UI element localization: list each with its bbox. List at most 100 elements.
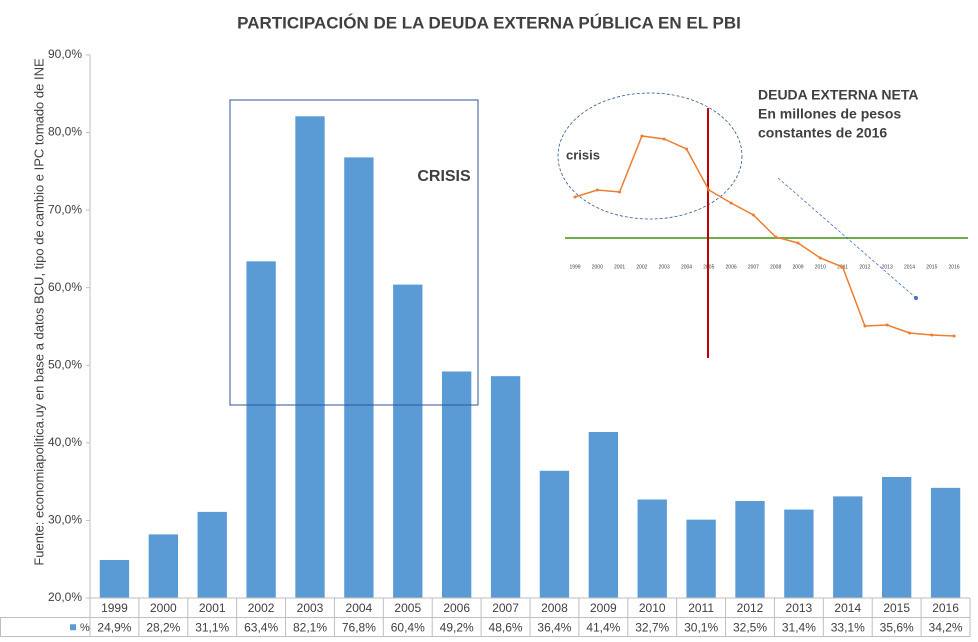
bar <box>686 519 716 598</box>
inset-x-tick-label: 2007 <box>748 264 759 270</box>
inset-title: constantes de 2016 <box>758 125 887 141</box>
value-label: 35,6% <box>880 620 914 634</box>
inset-x-tick-label: 1999 <box>569 264 580 270</box>
data-table: 1999 24,9% 2000 28,2% 2001 31,1% 2002 63,4% 2003… <box>0 597 971 637</box>
value-label: 60,4% <box>391 620 425 634</box>
inset-point <box>618 190 622 194</box>
inset-point <box>885 323 889 327</box>
inset-x-tick-label: 2008 <box>770 264 781 270</box>
y-tick-label: 60,0% <box>48 280 82 294</box>
inset-x-tick-label: 2001 <box>614 264 625 270</box>
inset-x-tick-label: 2005 <box>703 264 714 270</box>
inset-point <box>908 331 911 335</box>
inset-x-tick-label: 2009 <box>792 264 803 270</box>
y-tick-label: 30,0% <box>48 513 82 527</box>
bar <box>442 371 472 598</box>
value-label: 36,4% <box>537 620 571 634</box>
trend-line <box>777 177 917 299</box>
inset-point <box>751 213 755 217</box>
x-tick-label: 2010 <box>639 601 666 615</box>
bar <box>197 511 227 598</box>
inset-line <box>574 135 955 337</box>
bars <box>99 116 961 598</box>
inset-x-tick-label: 2004 <box>681 264 692 270</box>
crisis-box <box>229 99 479 406</box>
bar <box>882 476 912 598</box>
y-tick-label: 80,0% <box>48 125 82 139</box>
inset-x-tick-label: 2010 <box>815 264 826 270</box>
x-tick-label: 2014 <box>834 601 861 615</box>
value-label: 32,7% <box>635 620 669 634</box>
inset-x-tick-label: 2002 <box>636 264 647 270</box>
inset-point <box>707 188 711 192</box>
value-label: 24,9% <box>97 620 131 634</box>
inset-point <box>952 334 956 338</box>
bar <box>246 261 276 598</box>
x-tick-label: 2003 <box>297 601 324 615</box>
inset-x-tick-label: 2013 <box>882 264 893 270</box>
x-tick-label: 2013 <box>786 601 813 615</box>
inset-point <box>863 324 867 328</box>
inset-point <box>930 333 934 337</box>
x-tick-label: 2008 <box>541 601 568 615</box>
legend-label: % <box>80 622 90 634</box>
inset-point <box>841 265 845 269</box>
x-tick-label: 2001 <box>199 601 226 615</box>
annotation: CRISIS <box>417 168 471 185</box>
value-label: 31,4% <box>782 620 816 634</box>
inset-title: En millones de pesos <box>758 106 901 122</box>
bar <box>588 431 618 598</box>
inset-point <box>595 188 599 192</box>
x-tick-label: 2012 <box>737 601 764 615</box>
value-label: 32,5% <box>733 620 767 634</box>
value-label: 63,4% <box>244 620 278 634</box>
inset-point <box>729 201 733 205</box>
value-label: 28,2% <box>146 620 180 634</box>
x-tick-label: 2006 <box>443 601 470 615</box>
inset-point <box>818 256 822 260</box>
x-tick-label: 2009 <box>590 601 617 615</box>
y-tick-label: 70,0% <box>48 202 82 216</box>
bar <box>148 534 178 598</box>
value-label: 31,1% <box>195 620 229 634</box>
y-tick-label: 50,0% <box>48 357 82 371</box>
inset-annotation: crisis <box>566 147 600 162</box>
inset-x-tick-label: 2015 <box>926 264 937 270</box>
inset-point <box>662 137 666 141</box>
inset-x-tick-label: 2000 <box>592 264 603 270</box>
bar <box>344 157 374 598</box>
x-tick-label: 2000 <box>150 601 177 615</box>
inset-x-tick-label: 2016 <box>949 264 960 270</box>
bar <box>490 376 521 598</box>
y-axis-label: Fuente: economiapolitica.uy en base a da… <box>31 58 46 566</box>
bar <box>833 496 863 598</box>
y-tick-label: 40,0% <box>48 435 82 449</box>
value-label: 30,1% <box>684 620 718 634</box>
value-label: 48,6% <box>489 620 523 634</box>
value-label: 76,8% <box>342 620 376 634</box>
bar <box>99 559 130 598</box>
inset-point <box>685 147 688 151</box>
x-tick-label: 2002 <box>248 601 275 615</box>
x-tick-label: 2015 <box>883 601 910 615</box>
inset-x-tick-label: 2006 <box>726 264 737 270</box>
value-label: 49,2% <box>440 620 474 634</box>
inset-x-tick-label: 2014 <box>904 264 915 270</box>
legend-swatch <box>70 624 76 631</box>
bar <box>784 509 814 598</box>
value-label: 82,1% <box>293 620 327 634</box>
inset-x-tick-label: 2012 <box>859 264 870 270</box>
y-tick-label: 90,0% <box>48 47 82 61</box>
bar <box>393 284 423 598</box>
bar <box>539 470 570 598</box>
x-tick-label: 1999 <box>101 601 128 615</box>
bar <box>930 487 961 598</box>
y-tick-label: 20,0% <box>48 590 82 604</box>
value-label: 33,1% <box>831 620 865 634</box>
bar <box>735 501 765 598</box>
x-tick-label: 2005 <box>394 601 421 615</box>
inset-point <box>573 195 577 199</box>
inset-point <box>796 241 800 245</box>
